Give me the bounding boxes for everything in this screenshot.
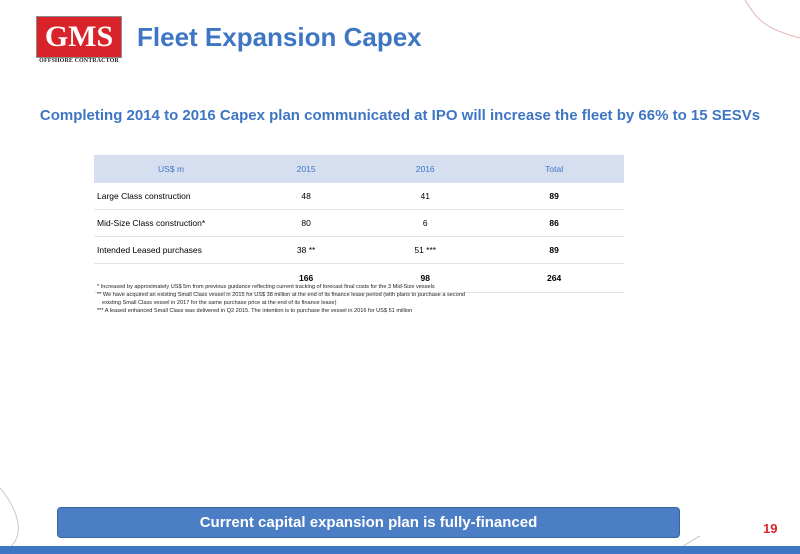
footnotes: * Increased by approximately US$ 5m from… (97, 283, 617, 315)
table-cell-total: 89 (484, 236, 624, 264)
table-cell-total: 264 (484, 263, 624, 293)
column-header: Total (484, 155, 624, 183)
row-label: Large Class construction (94, 183, 247, 210)
footnote: ** We have acquired an existing Small Cl… (97, 292, 466, 298)
table-cell: 6 (366, 209, 485, 237)
table-cell: 48 (246, 183, 367, 210)
table-cell: 166 (246, 263, 367, 293)
table-totals-row: 166 98 264 (94, 263, 624, 293)
page-number: 19 (763, 521, 778, 536)
footnote: *** A leased enhanced Small Class was de… (97, 308, 413, 314)
footer-bar (0, 546, 800, 554)
company-logo: GMS OFFSHORE CONTRACTOR (36, 16, 122, 68)
table-cell-total: 89 (484, 183, 624, 210)
table-row: Large Class construction 48 41 89 (94, 183, 624, 210)
column-header: 2016 (366, 155, 485, 183)
table-cell: 98 (366, 263, 485, 293)
table-cell-total: 86 (484, 209, 624, 237)
banner-text: Current capital expansion plan is fully-… (199, 514, 538, 531)
summary-banner: Current capital expansion plan is fully-… (57, 507, 680, 538)
capex-table: US$ m 2015 2016 Total Large Class constr… (94, 155, 624, 293)
logo-text: GMS (44, 20, 114, 53)
row-label: Mid-Size Class construction* (94, 209, 247, 237)
row-label (94, 263, 247, 293)
table-cell: 38 ** (246, 236, 367, 264)
table-header-row: US$ m 2015 2016 Total (94, 155, 624, 183)
page-title: Fleet Expansion Capex (137, 22, 422, 52)
table-cell: 80 (246, 209, 367, 237)
logo-subtitle: OFFSHORE CONTRACTOR (39, 58, 119, 64)
page-subtitle: Completing 2014 to 2016 Capex plan commu… (39, 107, 761, 124)
footnote: * Increased by approximately US$ 5m from… (97, 284, 435, 290)
column-header: US$ m (94, 155, 247, 183)
logo-badge: GMS (36, 16, 122, 58)
footnote: existing Small Class vessel in 2017 for … (102, 300, 337, 306)
table-cell: 51 *** (366, 236, 485, 264)
column-header: 2015 (246, 155, 367, 183)
table-row: Intended Leased purchases 38 ** 51 *** 8… (94, 236, 624, 264)
table-row: Mid-Size Class construction* 80 6 86 (94, 209, 624, 237)
row-label: Intended Leased purchases (94, 236, 247, 264)
table-cell: 41 (366, 183, 485, 210)
